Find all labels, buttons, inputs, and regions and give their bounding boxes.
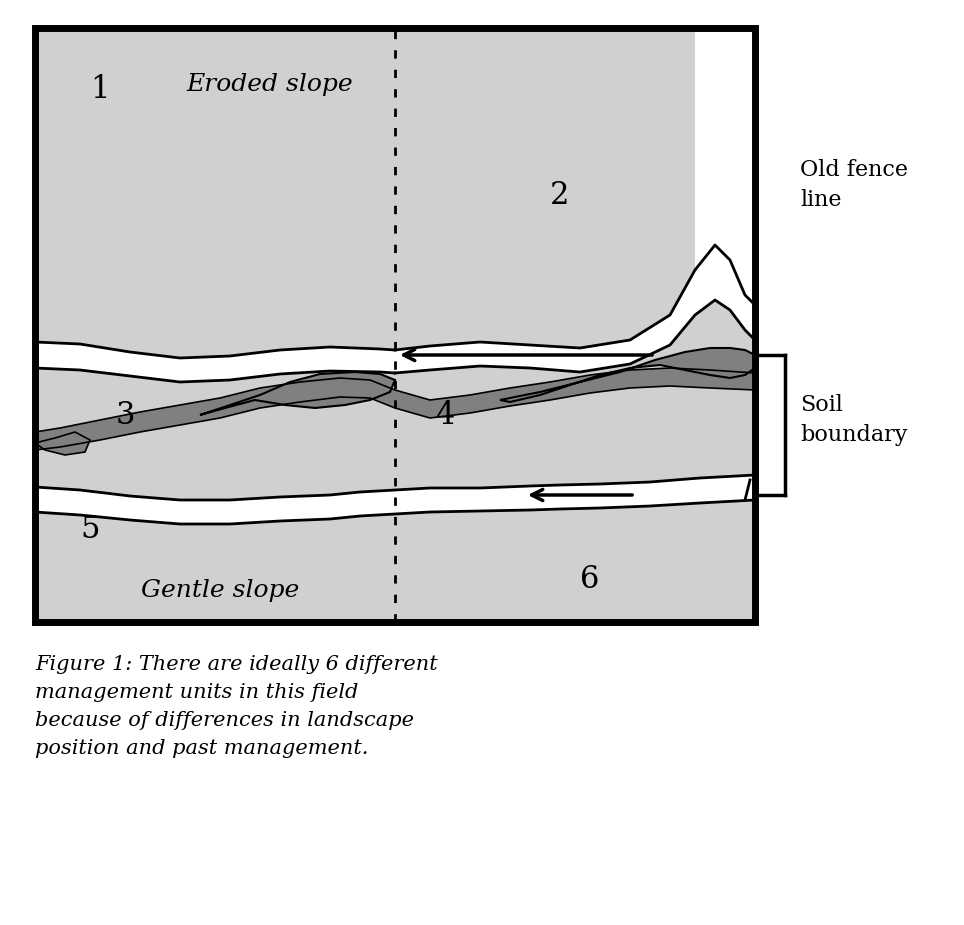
- Polygon shape: [500, 348, 755, 402]
- Polygon shape: [395, 245, 755, 373]
- Polygon shape: [200, 372, 395, 415]
- Text: Eroded slope: Eroded slope: [187, 73, 354, 96]
- Text: 1: 1: [91, 75, 110, 105]
- Polygon shape: [35, 432, 90, 455]
- Text: 5: 5: [80, 514, 99, 546]
- Text: 3: 3: [116, 400, 135, 430]
- Bar: [35, 28, 755, 622]
- Text: Figure 1: There are ideally 6 different
management units in this field
because o: Figure 1: There are ideally 6 different …: [35, 655, 438, 758]
- Text: Soil
boundary: Soil boundary: [800, 394, 907, 446]
- Polygon shape: [35, 368, 755, 450]
- Bar: [35, 28, 755, 622]
- Text: Old fence
line: Old fence line: [800, 159, 908, 211]
- Text: 4: 4: [436, 400, 455, 430]
- Text: 6: 6: [580, 564, 600, 596]
- Polygon shape: [695, 28, 755, 305]
- Text: 2: 2: [550, 179, 570, 211]
- Text: Gentle slope: Gentle slope: [141, 578, 299, 601]
- Polygon shape: [35, 342, 395, 382]
- Polygon shape: [35, 475, 755, 524]
